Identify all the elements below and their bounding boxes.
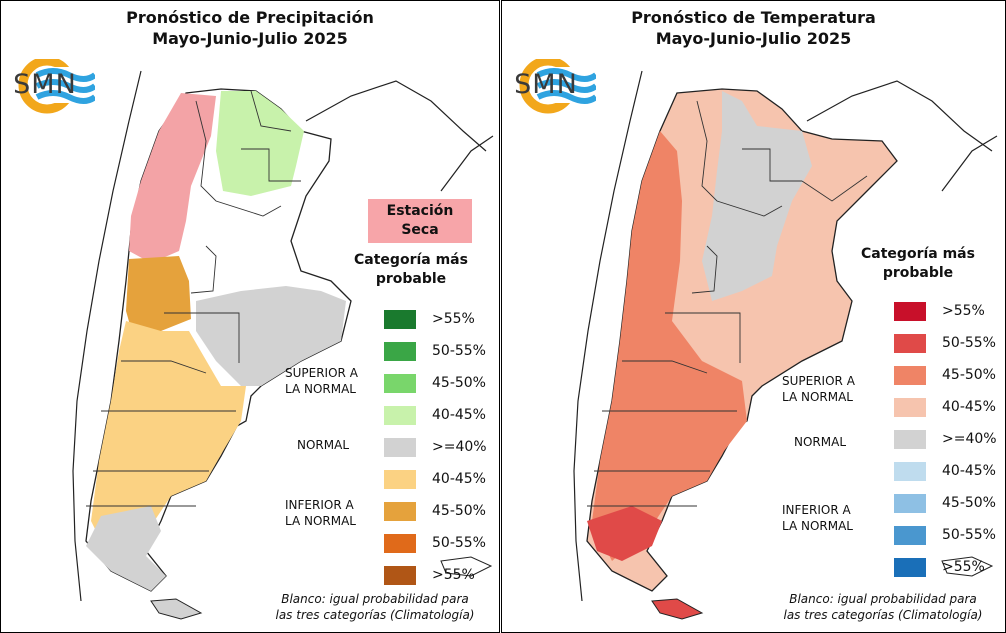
legend-label: 50-55%	[432, 343, 486, 359]
legend-label: >=40%	[942, 431, 997, 447]
legend-swatch	[894, 526, 926, 545]
legend-label: >55%	[432, 567, 475, 583]
legend-label: 45-50%	[432, 375, 486, 391]
temperature-title: Pronóstico de Temperatura Mayo-Junio-Jul…	[502, 7, 1005, 49]
group-inferior-line-2: LA NORMAL	[782, 519, 853, 533]
legend-label: >55%	[942, 303, 985, 319]
group-superior-line-1: SUPERIOR A	[285, 366, 358, 380]
footnote: Blanco: igual probabilidad para las tres…	[259, 591, 491, 623]
legend-swatch	[894, 462, 926, 481]
group-superior-line-2: LA NORMAL	[285, 382, 356, 396]
footnote-line-2: las tres categorías (Climatología)	[783, 608, 983, 622]
smn-logo-text: SMN	[13, 69, 77, 100]
legend-swatch	[894, 366, 926, 385]
dry-season-label: Estación Seca	[368, 199, 472, 243]
group-inferior-label: INFERIOR A LA NORMAL	[782, 502, 853, 534]
legend-label: 50-55%	[942, 335, 996, 351]
group-normal-label: NORMAL	[297, 438, 350, 452]
precipitation-title: Pronóstico de Precipitación Mayo-Junio-J…	[1, 7, 499, 49]
dry-season-line-1: Estación	[386, 203, 454, 219]
group-inferior-label: INFERIOR A LA NORMAL	[285, 497, 356, 529]
legend-label: >55%	[942, 559, 985, 575]
footnote-line-1: Blanco: igual probabilidad para	[281, 592, 469, 606]
title-line-2: Mayo-Junio-Julio 2025	[655, 29, 852, 48]
legend-swatch	[384, 566, 416, 585]
group-superior-line-2: LA NORMAL	[782, 390, 853, 404]
smn-logo-text: SMN	[514, 69, 578, 100]
group-superior-label: SUPERIOR A LA NORMAL	[285, 365, 358, 397]
group-superior-label: SUPERIOR A LA NORMAL	[782, 373, 855, 405]
legend-title-line-2: probable	[882, 265, 954, 281]
title-line-1: Pronóstico de Temperatura	[631, 8, 876, 27]
legend-swatch	[384, 438, 416, 457]
group-inferior-line-1: INFERIOR A	[285, 498, 354, 512]
wet-region-north	[216, 91, 304, 196]
legend-label: 45-50%	[432, 503, 486, 519]
legend-swatch	[894, 558, 926, 577]
legend-swatch	[384, 342, 416, 361]
legend-swatch	[384, 470, 416, 489]
legend-swatch	[894, 398, 926, 417]
legend-title: Categoría más probable	[346, 251, 476, 289]
dry-season-region	[129, 93, 216, 263]
hot-region-south	[587, 506, 662, 561]
footnote-line-2: las tres categorías (Climatología)	[275, 608, 475, 622]
temperature-panel: Pronóstico de Temperatura Mayo-Junio-Jul…	[501, 0, 1006, 633]
legend-title: Categoría más probable	[850, 245, 986, 283]
legend-label: >=40%	[432, 439, 487, 455]
legend-label: 45-50%	[942, 367, 996, 383]
legend-label: 40-45%	[942, 463, 996, 479]
warm-region-west	[592, 131, 747, 561]
legend-swatch	[384, 374, 416, 393]
legend-label: 50-55%	[942, 527, 996, 543]
legend-swatch	[894, 430, 926, 449]
legend-label: 50-55%	[432, 535, 486, 551]
smn-logo-icon	[18, 59, 95, 114]
normal-region-east	[196, 286, 346, 386]
legend-label: 40-45%	[432, 471, 486, 487]
footnote: Blanco: igual probabilidad para las tres…	[765, 591, 1001, 623]
normal-region-center	[702, 91, 812, 301]
precipitation-map	[72, 70, 494, 620]
normal-region-patagonia	[86, 506, 166, 591]
legend-label: 45-50%	[942, 495, 996, 511]
legend-swatch	[384, 502, 416, 521]
hot-region-tdf	[651, 598, 704, 620]
legend-title-line-1: Categoría más	[861, 246, 975, 262]
legend-label: 40-45%	[432, 407, 486, 423]
legend-swatch	[384, 310, 416, 329]
group-superior-line-1: SUPERIOR A	[782, 374, 855, 388]
precipitation-panel: Pronóstico de Precipitación Mayo-Junio-J…	[0, 0, 500, 633]
dry-region-center	[126, 256, 191, 346]
legend-swatch	[894, 334, 926, 353]
group-normal-label: NORMAL	[794, 435, 847, 449]
group-inferior-line-2: LA NORMAL	[285, 514, 356, 528]
temperature-map	[573, 70, 998, 620]
legend-swatch	[384, 406, 416, 425]
legend-swatch	[384, 534, 416, 553]
footnote-line-1: Blanco: igual probabilidad para	[789, 592, 977, 606]
legend-label: >55%	[432, 311, 475, 327]
title-line-1: Pronóstico de Precipitación	[126, 8, 374, 27]
legend-title-line-2: probable	[375, 271, 447, 287]
dry-season-line-2: Seca	[401, 222, 439, 238]
smn-logo-icon	[519, 59, 596, 114]
legend-swatch	[894, 302, 926, 321]
legend-swatch	[894, 494, 926, 513]
group-inferior-line-1: INFERIOR A	[782, 503, 851, 517]
legend-title-line-1: Categoría más	[354, 252, 468, 268]
title-line-2: Mayo-Junio-Julio 2025	[152, 29, 348, 48]
dry-region-south	[91, 321, 246, 561]
legend-label: 40-45%	[942, 399, 996, 415]
